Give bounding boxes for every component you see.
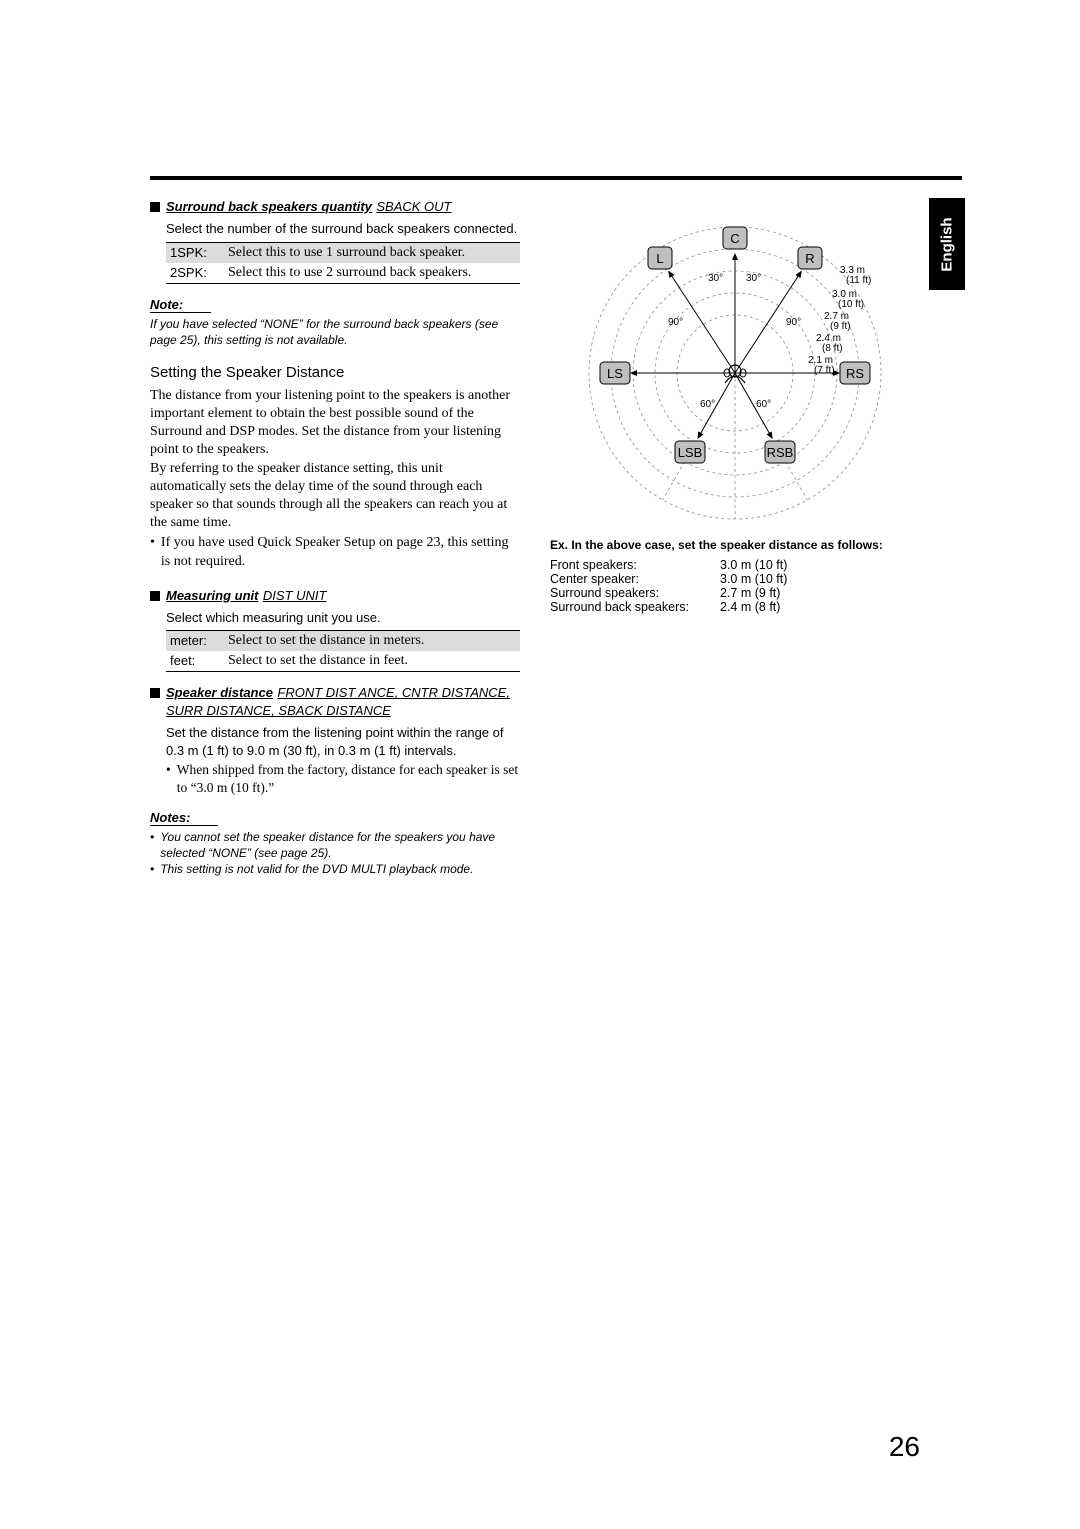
unit-feet-key: feet: [170, 653, 218, 669]
note1-block: Note: If you have selected “NONE” for th… [150, 296, 520, 348]
unit-feet-val: Select to set the distance in feet. [228, 653, 408, 669]
bullet-dot-icon: • [166, 761, 171, 796]
ex-center-a: Center speaker: [550, 572, 720, 586]
unit-heading: Measuring unit DIST UNIT [150, 587, 520, 605]
ex-front-b: 3.0 m (10 ft) [720, 558, 787, 572]
sback-intro: Select the number of the surround back s… [150, 220, 520, 238]
content-columns: Surround back speakers quantity SBACK OU… [150, 198, 965, 887]
sback-row-2spk: 2SPK: Select this to use 2 surround back… [166, 263, 520, 283]
unit-block: Measuring unit DIST UNIT Select which me… [150, 587, 520, 673]
ex-sback-b: 2.4 m (8 ft) [720, 600, 780, 614]
unit-row-feet: feet: Select to set the distance in feet… [166, 651, 520, 671]
unit-row-meter: meter: Select to set the distance in met… [166, 631, 520, 651]
ex-surround-a: Surround speakers: [550, 586, 720, 600]
ex-row-front: Front speakers: 3.0 m (10 ft) [550, 558, 920, 572]
ex-row-sback: Surround back speakers: 2.4 m (8 ft) [550, 600, 920, 614]
notes2-item-0: • You cannot set the speaker distance fo… [150, 829, 520, 861]
spkdist-block: Speaker distance FRONT DIST ANCE, CNTR D… [150, 684, 520, 796]
sback-heading-param: SBACK OUT [376, 199, 451, 214]
example-title: Ex. In the above case, set the speaker d… [550, 538, 920, 552]
unit-meter-key: meter: [170, 633, 218, 649]
bullet-dot-icon: • [150, 861, 154, 877]
sback-2spk-key: 2SPK: [170, 265, 218, 281]
unit-meter-val: Select to set the distance in meters. [228, 633, 424, 649]
bullet-square-icon [150, 591, 160, 601]
notes2-text-0: You cannot set the speaker distance for … [160, 829, 520, 861]
ex-front-a: Front speakers: [550, 558, 720, 572]
ex-sback-a: Surround back speakers: [550, 600, 720, 614]
dist-para1: The distance from your listening point t… [150, 387, 520, 460]
dist-bullet-text: If you have used Quick Speaker Setup on … [161, 534, 520, 570]
notes2-block: Notes: • You cannot set the speaker dist… [150, 809, 520, 878]
language-tab: English [929, 198, 965, 290]
diagram-labels: 30°30°90°90°60°60°3.3 m(11 ft)3.0 m(10 f… [550, 198, 920, 528]
bullet-square-icon [150, 202, 160, 212]
sback-1spk-val: Select this to use 1 surround back speak… [228, 245, 465, 261]
note1-label: Note: [150, 297, 211, 313]
unit-heading-param: DIST UNIT [263, 588, 327, 603]
sback-option-table: 1SPK: Select this to use 1 surround back… [166, 242, 520, 284]
spkdist-bullet-text: When shipped from the factory, distance … [177, 761, 520, 796]
speaker-layout-diagram: CLRLSRSLSBRSB 30°30°90°90°60°60°3.3 m(11… [550, 198, 920, 528]
ex-surround-b: 2.7 m (9 ft) [720, 586, 780, 600]
unit-heading-bold: Measuring unit [166, 588, 258, 603]
note1-text: If you have selected “NONE” for the surr… [150, 316, 520, 348]
sback-1spk-key: 1SPK: [170, 245, 218, 261]
sback-block: Surround back speakers quantity SBACK OU… [150, 198, 520, 284]
top-rule [150, 176, 962, 180]
ex-center-b: 3.0 m (10 ft) [720, 572, 787, 586]
dist-section-title: Setting the Speaker Distance [150, 364, 520, 381]
notes2-item-1: • This setting is not valid for the DVD … [150, 861, 520, 877]
ex-row-center: Center speaker: 3.0 m (10 ft) [550, 572, 920, 586]
example-table: Front speakers: 3.0 m (10 ft) Center spe… [550, 558, 920, 614]
left-column: Surround back speakers quantity SBACK OU… [150, 198, 520, 887]
sback-heading-bold: Surround back speakers quantity [166, 199, 372, 214]
sback-row-1spk: 1SPK: Select this to use 1 surround back… [166, 243, 520, 263]
bullet-square-icon [150, 688, 160, 698]
page-number: 26 [889, 1431, 920, 1463]
page: English Surround back speakers quantity … [0, 0, 1080, 1529]
sback-2spk-val: Select this to use 2 surround back speak… [228, 265, 471, 281]
ex-row-surround: Surround speakers: 2.7 m (9 ft) [550, 586, 920, 600]
spkdist-bullet: • When shipped from the factory, distanc… [150, 761, 520, 796]
language-tab-label: English [939, 217, 956, 271]
spkdist-heading: Speaker distance FRONT DIST ANCE, CNTR D… [150, 684, 520, 720]
dist-para2: By referring to the speaker distance set… [150, 460, 520, 533]
bullet-dot-icon: • [150, 829, 154, 861]
spkdist-intro: Set the distance from the listening poin… [150, 724, 520, 759]
notes2-text-1: This setting is not valid for the DVD MU… [160, 861, 473, 877]
unit-option-table: meter: Select to set the distance in met… [166, 630, 520, 672]
unit-intro: Select which measuring unit you use. [150, 609, 520, 627]
dist-bullet: • If you have used Quick Speaker Setup o… [150, 534, 520, 570]
sback-heading: Surround back speakers quantity SBACK OU… [150, 198, 520, 216]
right-column: CLRLSRSLSBRSB 30°30°90°90°60°60°3.3 m(11… [550, 198, 920, 887]
bullet-dot-icon: • [150, 534, 155, 570]
spkdist-heading-bold: Speaker distance [166, 685, 273, 700]
notes2-label: Notes: [150, 810, 218, 826]
